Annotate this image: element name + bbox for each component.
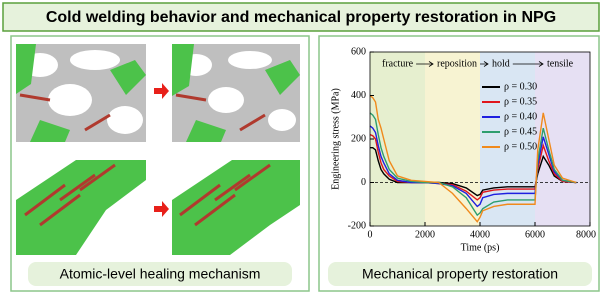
page: Cold welding behavior and mechanical pro…: [0, 0, 602, 293]
legend-label: ρ = 0.50: [504, 141, 537, 152]
legend-label: ρ = 0.35: [504, 96, 537, 107]
y-tick-label: 400: [351, 90, 366, 101]
x-tick-label: 8000: [576, 229, 596, 240]
graphical-abstract: Cold welding behavior and mechanical pro…: [0, 0, 602, 293]
atomic-image: [172, 44, 300, 142]
legend-label: ρ = 0.45: [504, 126, 537, 137]
x-tick-label: 0: [368, 229, 373, 240]
title: Cold welding behavior and mechanical pro…: [46, 9, 556, 26]
y-tick-label: 600: [351, 46, 366, 57]
atomic-image: [16, 44, 146, 142]
x-tick-label: 2000: [415, 229, 435, 240]
x-tick-label: 6000: [525, 229, 545, 240]
x-axis-label: Time (ps): [461, 242, 500, 253]
caption: Mechanical property restoration: [362, 266, 558, 282]
atomic-image: [16, 160, 146, 255]
phase-label: tensile: [547, 58, 574, 69]
x-tick-label: 4000: [470, 229, 490, 240]
caption: Atomic-level healing mechanism: [60, 266, 261, 282]
chart: fracture reposition hold tensile ρ = 0.30 ρ =…: [330, 46, 596, 253]
legend-label: ρ = 0.40: [504, 111, 537, 122]
phase-label: fracture: [382, 58, 414, 69]
atomic-image: [172, 160, 300, 255]
phase-label: hold: [492, 58, 510, 69]
phase-label: reposition: [437, 58, 477, 69]
y-axis-label: Engineering stress (MPa): [330, 88, 341, 190]
phase-band: [370, 52, 425, 226]
legend-label: ρ = 0.30: [504, 81, 537, 92]
y-tick-label: -200: [348, 220, 366, 231]
y-tick-label: 0: [361, 177, 366, 188]
y-tick-label: 200: [351, 133, 366, 144]
